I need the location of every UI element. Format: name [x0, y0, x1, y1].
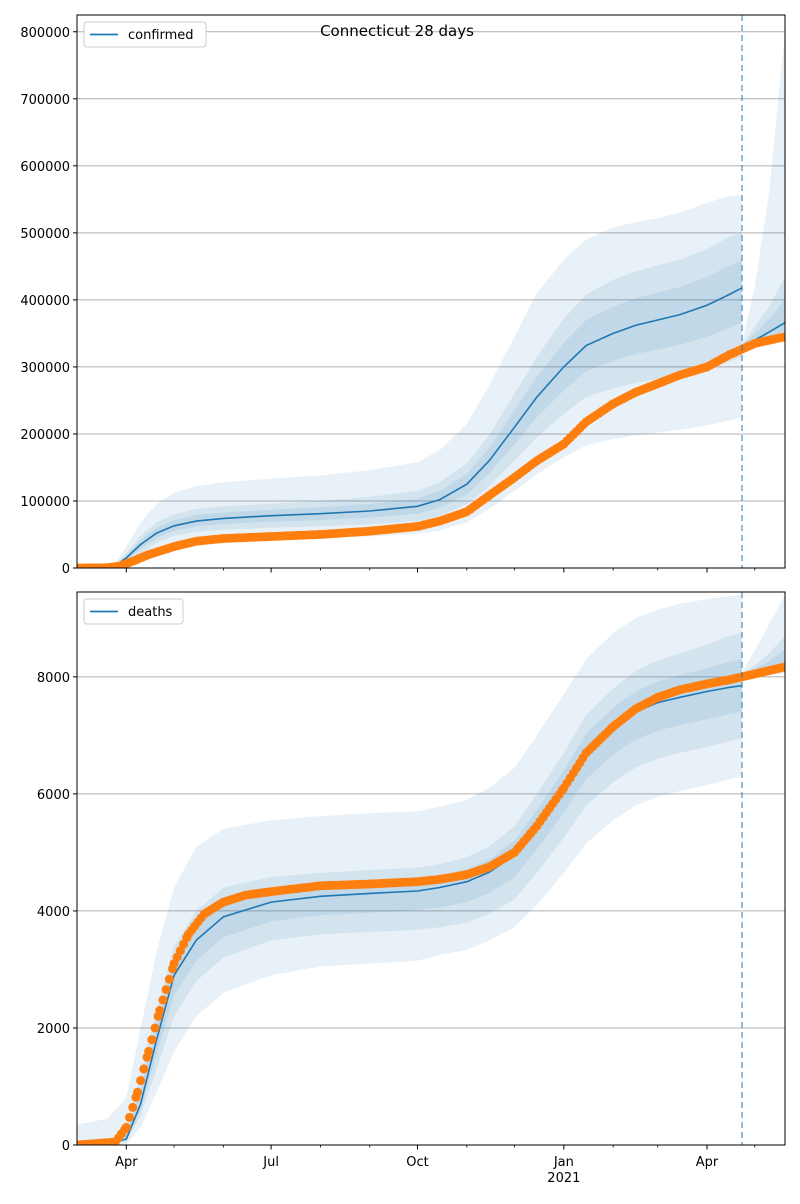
legend: confirmed	[83, 21, 207, 48]
x-tick-label: Apr	[696, 1155, 719, 1170]
observed-point	[150, 1023, 160, 1033]
observed-point	[164, 974, 174, 984]
y-tick-label: 100000	[20, 495, 70, 510]
model-band-outer	[77, 195, 742, 568]
forecast-band-core	[742, 299, 785, 348]
y-tick-label: 6000	[37, 788, 70, 803]
chart-title: Connecticut 28 days	[320, 22, 474, 40]
y-tick-label: 700000	[20, 93, 70, 108]
model-line	[77, 287, 743, 568]
forecast-band-inner	[742, 276, 785, 349]
x-tick-label: Jul	[262, 1155, 279, 1170]
model-band-inner	[77, 633, 742, 1145]
y-tick-label: 0	[62, 1139, 70, 1154]
observed-point	[147, 1035, 157, 1045]
observed-point	[158, 995, 168, 1005]
observed-point	[778, 662, 785, 672]
legend-label: deaths	[128, 605, 173, 620]
observed-point	[139, 1064, 149, 1074]
plot-area	[77, 15, 785, 568]
model-band-core	[77, 659, 742, 1145]
y-tick-label: 0	[62, 562, 70, 577]
model-band-core	[77, 260, 742, 568]
legend-box	[83, 21, 207, 48]
observed-point	[133, 1087, 142, 1097]
observed-point	[128, 1102, 138, 1112]
y-tick-label: 300000	[20, 361, 70, 376]
observed-point	[136, 1076, 146, 1086]
y-tick-label: 500000	[20, 227, 70, 242]
observed-point	[125, 1112, 134, 1122]
forecast-band-outer	[742, 31, 785, 351]
observed-point	[155, 1005, 165, 1015]
forecast-band-outer	[742, 594, 785, 678]
y-tick-label: 2000	[37, 1022, 70, 1037]
plot-area	[77, 592, 785, 1145]
legend-label: confirmed	[128, 28, 194, 43]
legend-box	[83, 598, 184, 625]
panel-confirmed: 0 100000 200000 300000 400000 500000 600000 700…	[20, 14, 786, 577]
y-tick-label: 8000	[37, 671, 70, 686]
legend: deaths	[83, 598, 184, 625]
x-tick-label: Oct	[406, 1155, 428, 1170]
observed-point	[144, 1046, 154, 1056]
model-band-outer	[77, 594, 742, 1145]
y-tick-label: 600000	[20, 160, 70, 175]
x-tick-label: Jan	[553, 1155, 574, 1170]
y-tick-label: 800000	[20, 26, 70, 41]
y-tick-label: 4000	[37, 905, 70, 920]
model-band-inner	[77, 232, 742, 568]
x-tick-year-label: 2021	[547, 1171, 580, 1186]
axes-frame	[76, 14, 786, 569]
observed-point	[161, 985, 171, 995]
observed-point	[778, 332, 785, 342]
observed-point	[121, 1122, 131, 1132]
x-tick-label: Apr	[115, 1155, 138, 1170]
y-tick-label: 400000	[20, 294, 70, 309]
axes-frame	[76, 591, 786, 1146]
y-tick-label: 200000	[20, 428, 70, 443]
